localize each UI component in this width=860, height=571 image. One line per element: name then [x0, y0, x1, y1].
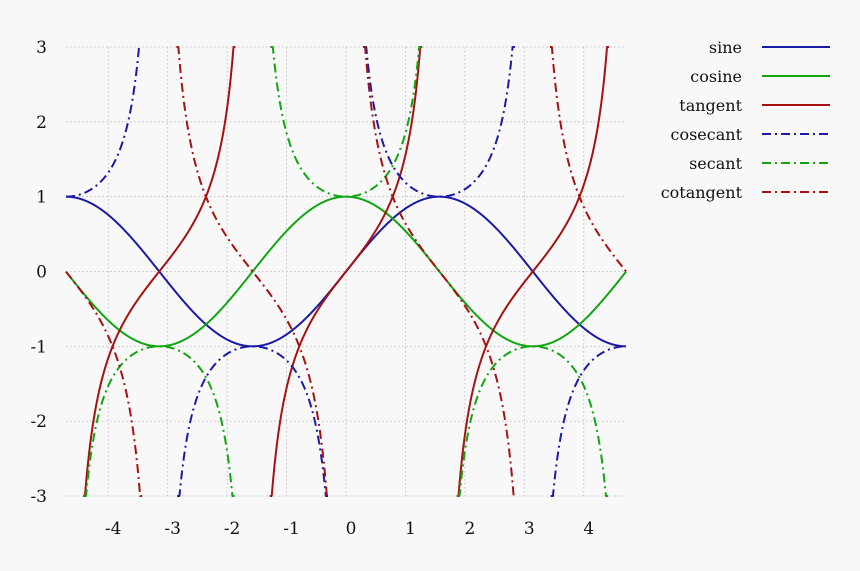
x-tick-label: 3: [524, 519, 535, 539]
secant-curve: [82, 46, 610, 497]
x-tick-label: -2: [224, 519, 241, 539]
y-tick-label: 2: [36, 113, 47, 133]
x-tick-label: 4: [583, 519, 594, 539]
y-tick-label: 0: [36, 263, 47, 283]
cosine-curve: [65, 195, 627, 348]
axis-tick-labels: -4 -3 -2 -1 0 1 2 3 4 3 2 1 0 -1 -2 -3: [30, 38, 594, 539]
x-tick-label: -3: [164, 519, 181, 539]
tangent-curve: [82, 46, 610, 497]
x-tick-label: -4: [105, 519, 122, 539]
y-tick-label: -3: [30, 487, 47, 507]
x-tick-label: 1: [405, 519, 416, 539]
series-curves: [65, 46, 627, 497]
y-tick-label: 3: [36, 38, 47, 58]
y-tick-label: -2: [30, 412, 47, 432]
x-tick-label: -1: [283, 519, 300, 539]
x-tick-label: 0: [346, 519, 357, 539]
legend-label-cosine: cosine: [690, 67, 742, 86]
legend-label-tangent: tangent: [679, 96, 742, 115]
legend-label-secant: secant: [689, 154, 742, 173]
legend: sine cosine tangent cosecant secant cotangent: [661, 38, 830, 202]
y-tick-label: 1: [36, 188, 47, 208]
y-tick-label: -1: [30, 337, 47, 357]
cosecant-curve: [65, 46, 627, 497]
legend-label-sine: sine: [709, 38, 742, 57]
legend-label-cosecant: cosecant: [670, 125, 742, 144]
legend-label-cotangent: cotangent: [661, 183, 743, 202]
x-tick-label: 2: [464, 519, 475, 539]
